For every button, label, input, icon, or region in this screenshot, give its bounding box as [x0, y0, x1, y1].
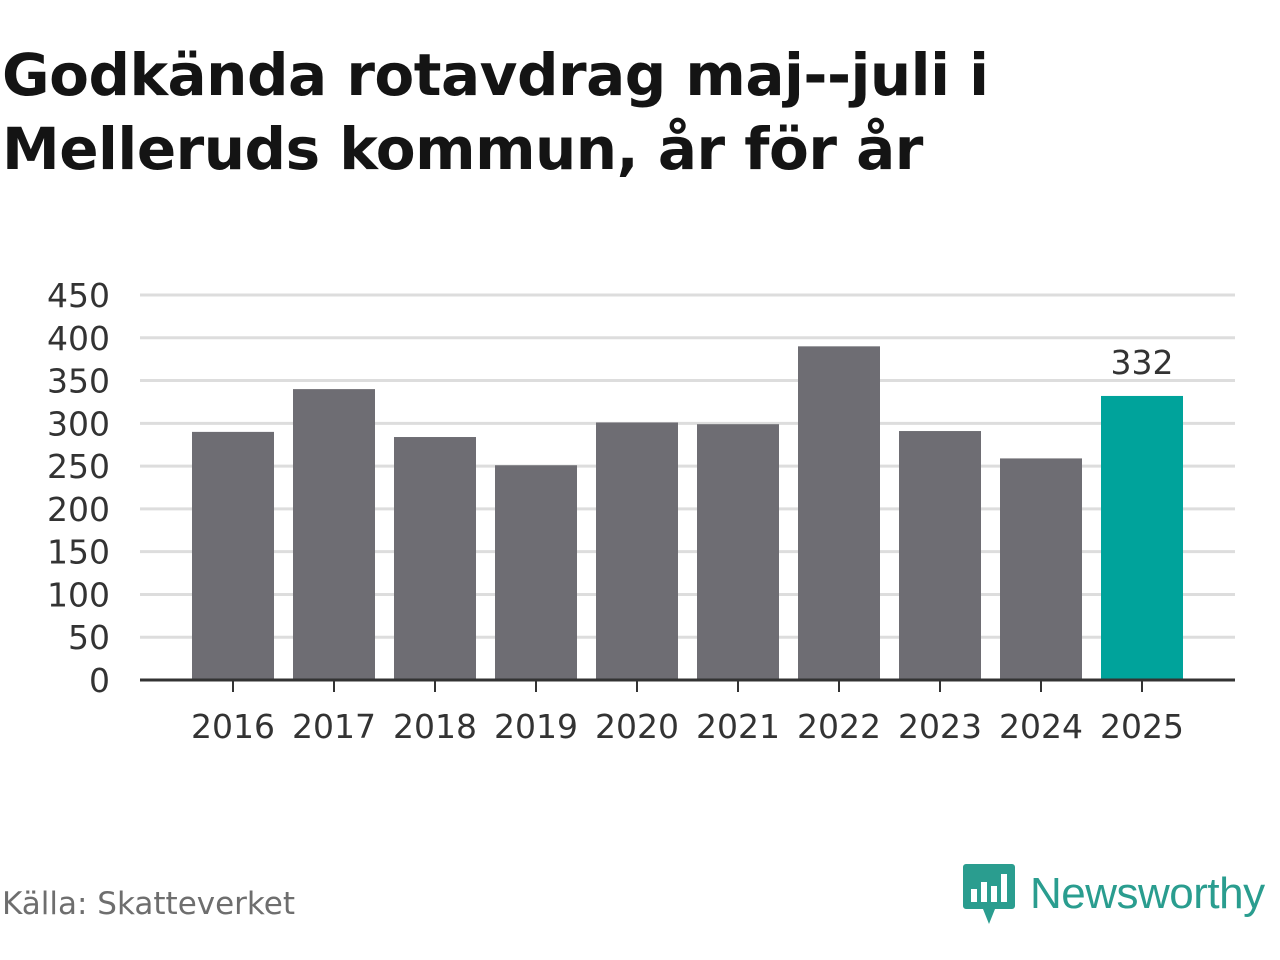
y-tick-label: 150 [47, 533, 110, 572]
y-tick-label: 400 [47, 319, 110, 358]
y-tick-label: 350 [47, 362, 110, 401]
x-tick-label: 2020 [595, 707, 679, 746]
bar-2024 [1000, 458, 1082, 680]
x-axis: 2016 2017 2018 2019 2020 2021 2022 2023 2024 2025 [140, 678, 1235, 746]
y-tick-label: 0 [89, 661, 110, 700]
y-tick-label: 450 [47, 276, 110, 315]
x-tick-label: 2025 [1100, 707, 1184, 746]
bar-2023 [899, 431, 981, 680]
data-labels: 332 [1108, 340, 1177, 385]
brand: Newsworthy [962, 862, 1265, 926]
bar-2018 [394, 437, 476, 680]
bar-2025 [1101, 395, 1183, 680]
bar-2017 [293, 389, 375, 680]
x-tick-label: 2017 [292, 707, 376, 746]
x-tick-label: 2022 [797, 707, 881, 746]
bar-2019 [495, 465, 577, 680]
y-tick-label: 200 [47, 490, 110, 529]
data-label: 332 [1111, 343, 1174, 382]
bar-chart-speech-bubble-icon [963, 864, 1015, 924]
x-tick-label: 2024 [999, 707, 1083, 746]
brand-name: Newsworthy [1030, 869, 1265, 918]
bar-2022 [798, 346, 880, 680]
chart-title: Godkända rotavdrag maj--juli i Melleruds… [2, 41, 989, 183]
x-tick-label: 2019 [494, 707, 578, 746]
bar-2021 [697, 424, 779, 680]
bars [192, 346, 1183, 680]
x-tick-label: 2018 [393, 707, 477, 746]
y-tick-label: 300 [47, 404, 110, 443]
y-tick-label: 50 [68, 618, 110, 657]
x-tick-label: 2023 [898, 707, 982, 746]
y-tick-label: 250 [47, 447, 110, 486]
x-tick-label: 2016 [191, 707, 275, 746]
x-tick-label: 2021 [696, 707, 780, 746]
bar-2016 [192, 431, 274, 680]
bar-2020 [596, 422, 678, 680]
source-note: Källa: Skatteverket [2, 886, 296, 922]
y-tick-label: 100 [47, 575, 110, 614]
